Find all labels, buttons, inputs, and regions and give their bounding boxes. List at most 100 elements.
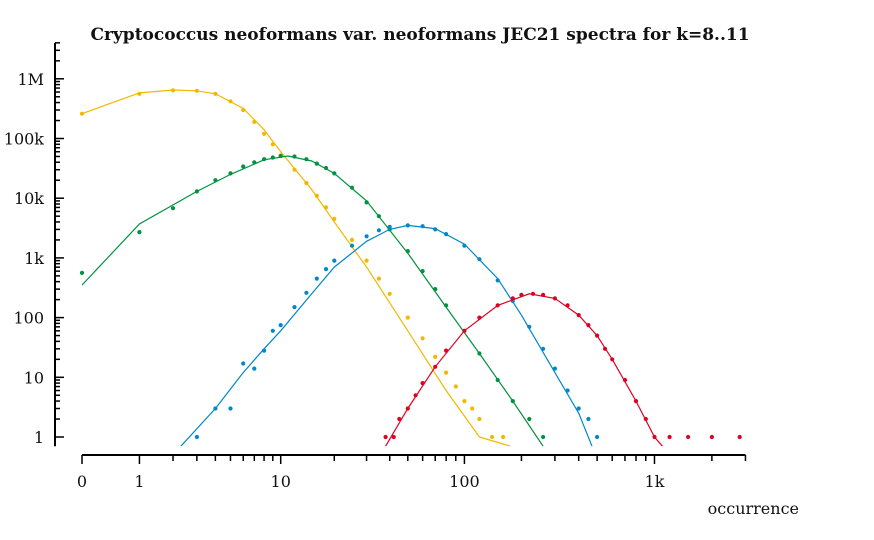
- data-point: [278, 323, 283, 328]
- data-point: [292, 305, 297, 310]
- x-axis: 0 1 10 100 1k: [77, 454, 747, 491]
- data-point: [420, 381, 425, 386]
- data-point: [405, 223, 410, 228]
- data-point: [262, 348, 267, 353]
- data-point: [477, 416, 482, 422]
- data-point: [323, 205, 329, 210]
- series-3: [180, 223, 600, 447]
- data-point: [541, 346, 546, 351]
- data-point: [433, 287, 438, 292]
- data-point: [495, 303, 500, 308]
- data-point: [444, 303, 449, 308]
- data-point: [332, 258, 337, 263]
- data-point: [252, 160, 257, 165]
- data-point: [565, 303, 570, 308]
- data-point: [194, 189, 199, 194]
- data-point: [270, 142, 275, 147]
- data-point: [595, 333, 600, 338]
- data-point: [391, 434, 396, 440]
- data-point: [292, 167, 297, 172]
- data-point: [477, 257, 482, 262]
- y-tick-label: 100: [13, 309, 44, 328]
- data-point: [349, 237, 355, 242]
- data-point: [586, 323, 591, 328]
- data-point: [278, 153, 283, 159]
- y-tick-label: 1k: [24, 249, 44, 268]
- data-point: [376, 276, 381, 281]
- data-point: [397, 416, 402, 422]
- data-point: [228, 99, 233, 104]
- data-point: [405, 315, 410, 320]
- data-point: [270, 155, 275, 160]
- series-1: [79, 88, 511, 447]
- data-point: [495, 377, 500, 383]
- data-point: [462, 243, 467, 248]
- data-point: [137, 91, 142, 96]
- x-tick-label: 1: [134, 472, 144, 491]
- x-tick-label: 100: [449, 472, 480, 491]
- data-point: [462, 399, 467, 404]
- data-point: [527, 416, 532, 422]
- data-point: [170, 88, 176, 93]
- data-point: [541, 434, 546, 440]
- data-point: [323, 267, 329, 272]
- chart-title: Cryptococcus neoformans var. neoformans …: [90, 25, 749, 45]
- data-point: [510, 296, 515, 301]
- y-tick-label: 100k: [4, 130, 45, 149]
- data-point: [262, 131, 267, 136]
- x-tick-label: 1k: [645, 472, 665, 491]
- data-point: [667, 434, 672, 440]
- data-point: [444, 348, 449, 353]
- data-point: [332, 216, 337, 221]
- data-point: [462, 328, 467, 333]
- data-point: [241, 107, 246, 113]
- data-point: [213, 91, 218, 96]
- data-point: [420, 269, 425, 274]
- fit-line: [82, 89, 511, 447]
- data-point: [420, 224, 425, 229]
- data-point: [444, 232, 449, 237]
- data-point: [453, 384, 458, 389]
- data-point: [633, 399, 639, 404]
- data-point: [490, 434, 495, 440]
- data-point: [610, 357, 615, 362]
- data-point: [213, 178, 218, 183]
- y-axis: 1 10 100 1k 10k 100k 1M: [4, 42, 64, 447]
- data-point: [170, 206, 176, 211]
- data-point: [194, 88, 199, 93]
- data-point: [137, 230, 142, 235]
- data-point: [228, 406, 233, 411]
- data-point: [565, 388, 570, 393]
- data-point: [364, 234, 369, 239]
- data-point: [364, 258, 369, 263]
- data-point: [576, 406, 581, 411]
- data-point: [323, 165, 329, 171]
- x-axis-label: occurrence: [708, 499, 799, 518]
- x-tick-label: 10: [271, 472, 291, 491]
- series-2: [79, 153, 546, 447]
- data-point: [495, 278, 500, 283]
- fit-line: [385, 293, 663, 447]
- data-point: [262, 157, 267, 162]
- data-point: [349, 185, 355, 190]
- data-point: [364, 200, 369, 205]
- data-point: [643, 416, 648, 422]
- data-point: [314, 276, 319, 281]
- data-point: [405, 249, 410, 254]
- data-point: [541, 292, 546, 297]
- data-point: [433, 227, 438, 232]
- fit-line: [82, 155, 544, 447]
- data-point: [530, 291, 536, 296]
- data-point: [652, 434, 657, 440]
- data-point: [194, 434, 199, 440]
- data-point: [709, 434, 715, 440]
- data-point: [332, 171, 337, 176]
- data-point: [477, 315, 482, 320]
- data-point: [586, 416, 591, 422]
- data-point: [602, 346, 608, 351]
- data-point: [252, 366, 257, 371]
- data-point: [304, 157, 309, 162]
- data-point: [552, 366, 558, 371]
- data-point: [387, 291, 392, 296]
